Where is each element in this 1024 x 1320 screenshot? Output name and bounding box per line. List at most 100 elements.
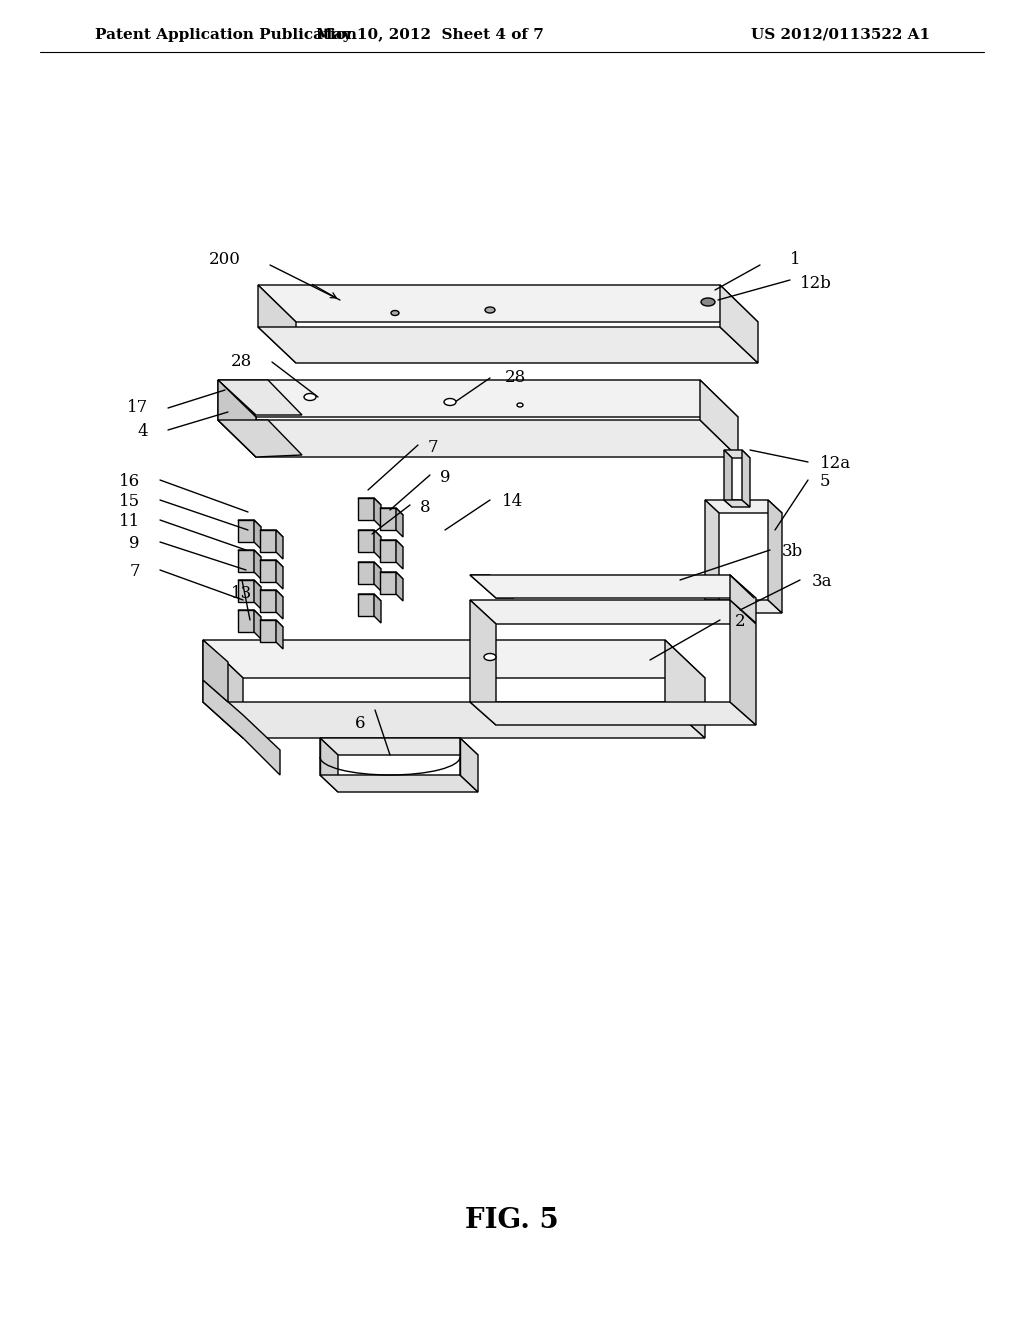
Polygon shape xyxy=(260,590,283,597)
Ellipse shape xyxy=(391,310,399,315)
Text: 7: 7 xyxy=(428,438,438,455)
Text: 8: 8 xyxy=(420,499,431,516)
Polygon shape xyxy=(742,450,750,507)
Text: 12a: 12a xyxy=(820,455,851,473)
Polygon shape xyxy=(724,500,750,507)
Polygon shape xyxy=(396,508,403,537)
Text: May 10, 2012  Sheet 4 of 7: May 10, 2012 Sheet 4 of 7 xyxy=(316,28,544,42)
Text: 12b: 12b xyxy=(800,275,831,292)
Ellipse shape xyxy=(701,298,715,306)
Polygon shape xyxy=(260,531,283,537)
Text: 2: 2 xyxy=(735,614,745,631)
Polygon shape xyxy=(358,594,381,601)
Polygon shape xyxy=(665,640,705,738)
Text: 28: 28 xyxy=(230,354,252,371)
Polygon shape xyxy=(470,702,756,725)
Text: 9: 9 xyxy=(440,469,451,486)
Polygon shape xyxy=(396,540,403,569)
Polygon shape xyxy=(258,285,296,363)
Polygon shape xyxy=(260,560,283,568)
Text: 14: 14 xyxy=(502,494,523,511)
Polygon shape xyxy=(380,508,403,515)
Polygon shape xyxy=(260,560,276,582)
Text: 15: 15 xyxy=(119,494,140,511)
Polygon shape xyxy=(203,702,705,738)
Polygon shape xyxy=(358,562,374,583)
Polygon shape xyxy=(260,620,276,642)
Polygon shape xyxy=(218,420,302,457)
Polygon shape xyxy=(700,380,738,457)
Text: FIG. 5: FIG. 5 xyxy=(465,1206,559,1233)
Polygon shape xyxy=(254,550,261,579)
Text: 1: 1 xyxy=(790,252,801,268)
Polygon shape xyxy=(705,500,719,612)
Text: 4: 4 xyxy=(137,424,148,441)
Polygon shape xyxy=(470,601,756,624)
Polygon shape xyxy=(380,572,403,579)
Text: 17: 17 xyxy=(127,400,148,417)
Polygon shape xyxy=(724,450,732,507)
Ellipse shape xyxy=(485,308,495,313)
Text: Patent Application Publication: Patent Application Publication xyxy=(95,28,357,42)
Polygon shape xyxy=(358,498,381,506)
Polygon shape xyxy=(238,579,261,587)
Polygon shape xyxy=(254,610,261,639)
Ellipse shape xyxy=(304,393,316,400)
Polygon shape xyxy=(254,520,261,549)
Polygon shape xyxy=(470,576,754,598)
Polygon shape xyxy=(258,327,758,363)
Polygon shape xyxy=(218,380,738,417)
Polygon shape xyxy=(238,550,261,557)
Polygon shape xyxy=(238,579,254,602)
Polygon shape xyxy=(374,498,381,527)
Polygon shape xyxy=(218,420,738,457)
Polygon shape xyxy=(218,380,302,414)
Text: 200: 200 xyxy=(209,252,241,268)
Polygon shape xyxy=(276,560,283,589)
Text: 9: 9 xyxy=(129,536,140,553)
Text: US 2012/0113522 A1: US 2012/0113522 A1 xyxy=(751,28,930,42)
Polygon shape xyxy=(319,738,338,792)
Polygon shape xyxy=(730,576,756,623)
Polygon shape xyxy=(470,576,514,598)
Polygon shape xyxy=(238,520,254,543)
Polygon shape xyxy=(380,540,403,546)
Text: 5: 5 xyxy=(820,474,830,491)
Polygon shape xyxy=(358,531,374,552)
Polygon shape xyxy=(730,601,756,725)
Ellipse shape xyxy=(444,399,456,405)
Polygon shape xyxy=(260,531,276,552)
Polygon shape xyxy=(319,738,478,755)
Ellipse shape xyxy=(484,653,496,660)
Polygon shape xyxy=(374,594,381,623)
Polygon shape xyxy=(358,562,381,569)
Ellipse shape xyxy=(517,403,523,407)
Text: 28: 28 xyxy=(505,370,526,387)
Text: 6: 6 xyxy=(354,715,366,733)
Polygon shape xyxy=(238,610,261,616)
Polygon shape xyxy=(319,775,478,792)
Polygon shape xyxy=(203,640,228,702)
Polygon shape xyxy=(358,498,374,520)
Polygon shape xyxy=(358,594,374,616)
Polygon shape xyxy=(358,531,381,537)
Polygon shape xyxy=(720,285,758,363)
Polygon shape xyxy=(724,450,750,458)
Polygon shape xyxy=(203,640,243,738)
Polygon shape xyxy=(203,680,280,775)
Polygon shape xyxy=(258,285,758,322)
Text: 16: 16 xyxy=(119,474,140,491)
Polygon shape xyxy=(276,531,283,558)
Text: 3a: 3a xyxy=(812,573,833,590)
Polygon shape xyxy=(380,540,396,562)
Text: 11: 11 xyxy=(119,513,140,531)
Text: 13: 13 xyxy=(231,585,253,602)
Polygon shape xyxy=(218,380,256,457)
Polygon shape xyxy=(380,572,396,594)
Polygon shape xyxy=(260,590,276,612)
Polygon shape xyxy=(260,620,283,627)
Polygon shape xyxy=(460,738,478,792)
Polygon shape xyxy=(470,601,496,725)
Text: 3b: 3b xyxy=(782,544,803,561)
Polygon shape xyxy=(374,562,381,591)
